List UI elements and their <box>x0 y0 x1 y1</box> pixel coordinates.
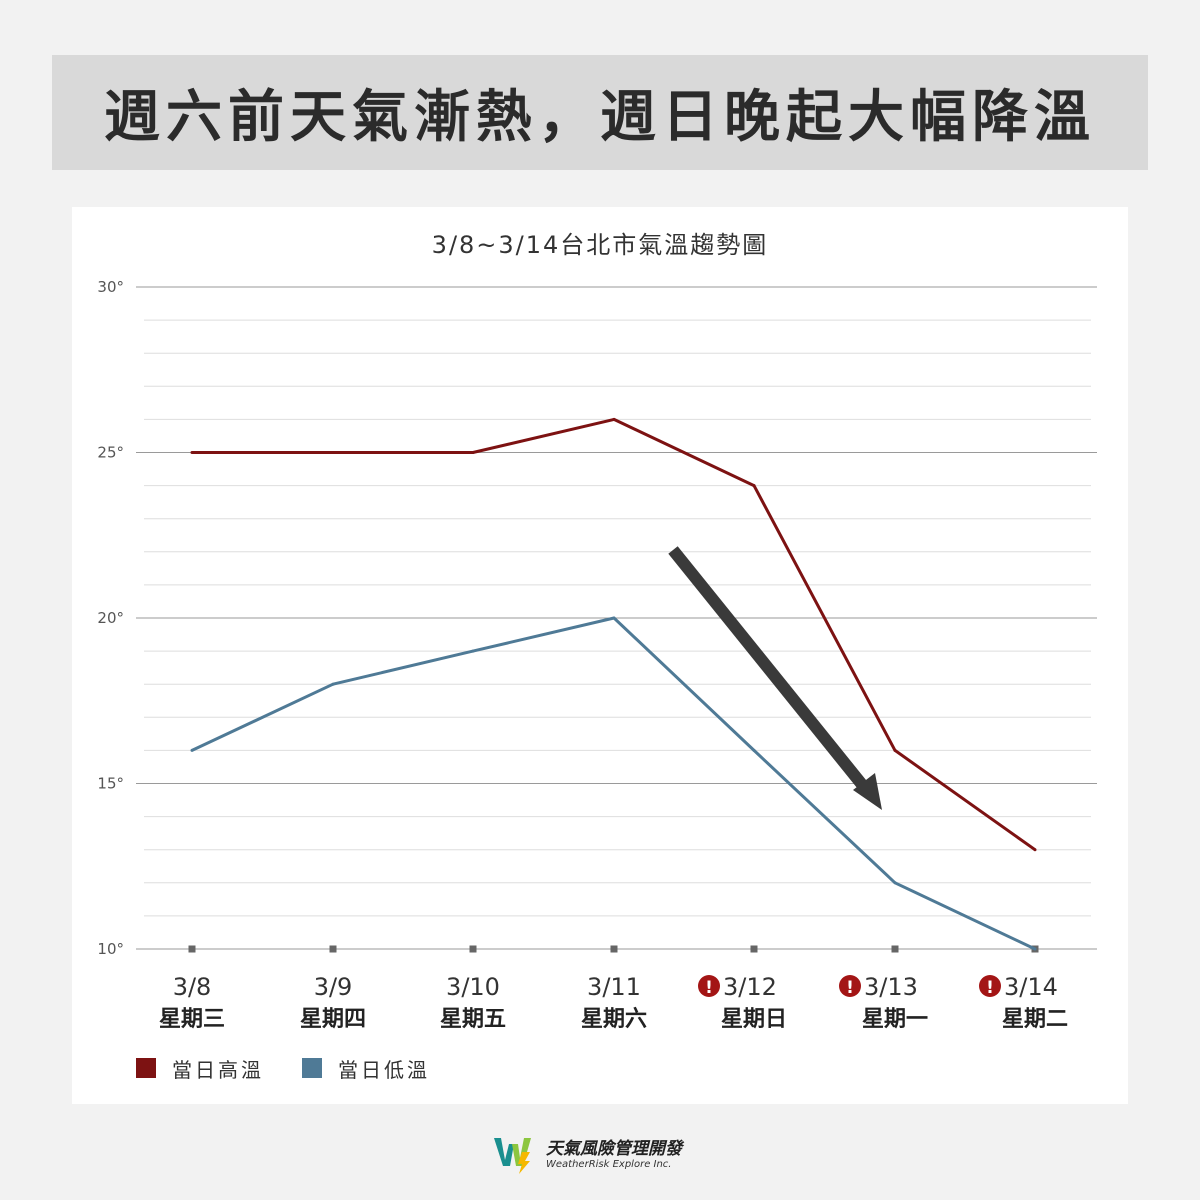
x-axis-marker <box>610 945 618 953</box>
x-weekday-label: 星期日 <box>721 1007 787 1032</box>
data-point-high <box>752 484 756 488</box>
y-tick-label: 25° <box>97 444 124 462</box>
data-point-high <box>1033 848 1037 852</box>
data-point-high <box>471 451 475 454</box>
x-tick-label: 3/10 <box>446 973 500 1001</box>
legend-label-high: 當日高溫 <box>172 1057 264 1082</box>
x-weekday-label: 星期四 <box>300 1007 366 1032</box>
x-tick-label: 3/8 <box>173 973 212 1001</box>
x-tick-label: 3/13 <box>864 973 918 1001</box>
page-title: 週六前天氣漸熱，週日晚起大幅降溫 <box>104 85 1096 150</box>
footer-sub: WeatherRisk Explore Inc. <box>546 1159 672 1170</box>
warning-icon-glyph: ! <box>986 978 994 998</box>
x-tick-label: 3/12 <box>723 973 777 1001</box>
x-weekday-label: 星期五 <box>440 1007 506 1032</box>
chart-card: 3/8~3/14台北市氣溫趨勢圖 10° 15° 20° 25° 30° 3/8 星期三 3/9… <box>72 207 1128 1104</box>
legend: 當日高溫 當日低溫 <box>136 1057 430 1082</box>
data-point-high <box>893 748 897 752</box>
legend-swatch-high <box>136 1058 156 1078</box>
warning-icon-glyph: ! <box>705 978 713 998</box>
trend-arrow-shaft <box>668 546 873 796</box>
footer-brand: 天氣風險管理開發 <box>546 1139 682 1159</box>
trend-arrow-head-icon <box>853 773 882 810</box>
weatherrisk-logo-icon <box>494 1138 531 1174</box>
temperature-chart: 3/8~3/14台北市氣溫趨勢圖 10° 15° 20° 25° 30° 3/8 星期三 3/9… <box>97 231 1097 1032</box>
x-weekday-label: 星期二 <box>1002 1007 1068 1032</box>
legend-item-high: 當日高溫 <box>136 1054 264 1083</box>
y-tick-label: 10° <box>97 940 124 958</box>
logo-w-left <box>494 1138 514 1166</box>
brand-footer: 天氣風險管理開發 WeatherRisk Explore Inc. <box>492 1130 682 1174</box>
data-point-low <box>893 881 897 885</box>
chart-title: 3/8~3/14台北市氣溫趨勢圖 <box>432 231 769 259</box>
warning-icon <box>839 975 861 997</box>
data-point-low <box>331 682 335 686</box>
warning-icon <box>979 975 1001 997</box>
warning-icon <box>698 975 720 997</box>
x-tick-label: 3/9 <box>314 973 353 1001</box>
x-tick-label: 3/14 <box>1004 973 1058 1001</box>
x-axis-marker <box>891 945 899 953</box>
x-axis-marker <box>329 945 337 953</box>
data-point-high <box>612 417 616 421</box>
series-line-high <box>192 417 1036 851</box>
y-tick-label: 15° <box>97 775 124 793</box>
data-point-low <box>752 748 756 752</box>
logo-bolt <box>518 1152 530 1174</box>
y-tick-label: 30° <box>97 278 124 296</box>
data-point-high <box>190 451 194 454</box>
data-point-high <box>331 451 335 454</box>
legend-label-low: 當日低溫 <box>338 1057 430 1082</box>
data-point-low <box>190 748 194 752</box>
x-axis-marker <box>750 945 758 953</box>
data-point-low <box>612 616 616 620</box>
title-banner: 週六前天氣漸熱，週日晚起大幅降溫 <box>52 55 1148 170</box>
data-point-low <box>1033 947 1037 951</box>
data-point-low <box>471 649 475 653</box>
x-weekday-label: 星期一 <box>862 1007 928 1032</box>
x-axis-marker <box>188 945 196 953</box>
x-weekday-label: 星期三 <box>159 1007 225 1032</box>
x-tick-label: 3/11 <box>587 973 641 1001</box>
warning-icon-glyph: ! <box>846 978 854 998</box>
legend-item-low: 當日低溫 <box>302 1054 430 1083</box>
x-axis-marker <box>469 945 477 953</box>
logo-w-right <box>512 1138 531 1166</box>
legend-swatch-low <box>302 1058 322 1078</box>
x-weekday-label: 星期六 <box>581 1007 647 1032</box>
y-tick-label: 20° <box>97 609 124 627</box>
